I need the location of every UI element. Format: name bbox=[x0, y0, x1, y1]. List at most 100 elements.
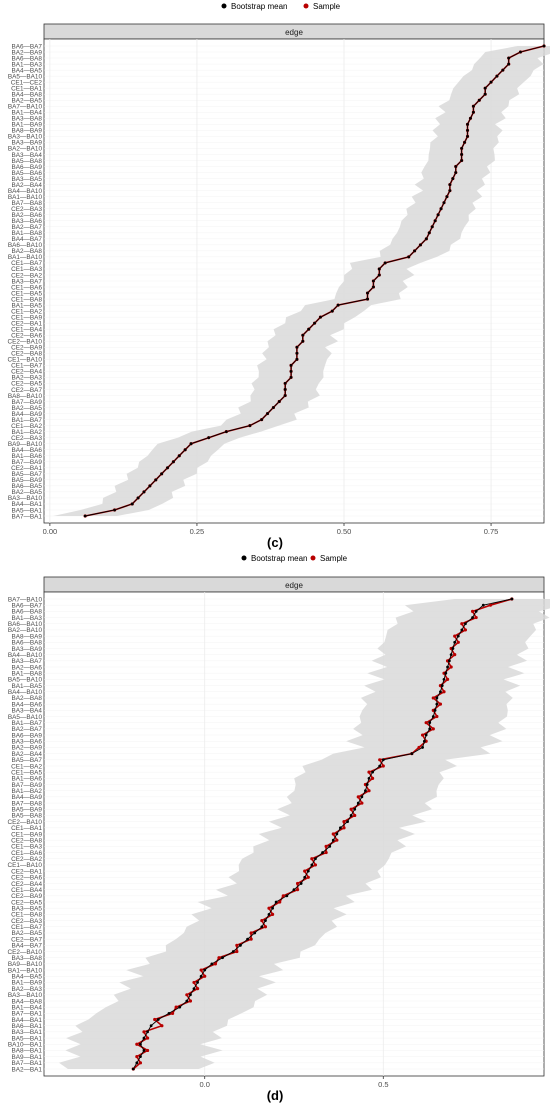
bootstrap-mean-point bbox=[507, 56, 511, 60]
legend-bootstrap-marker bbox=[241, 555, 247, 561]
y-tick-label: CE1—BA7 bbox=[11, 260, 42, 267]
bootstrap-mean-point bbox=[210, 962, 214, 966]
bootstrap-mean-point bbox=[299, 882, 303, 885]
bootstrap-mean-point bbox=[283, 382, 287, 385]
bootstrap-mean-point bbox=[314, 857, 317, 861]
bootstrap-mean-point bbox=[474, 609, 478, 613]
bootstrap-ribbon bbox=[53, 46, 550, 516]
y-tick-label: BA7—BA10 bbox=[8, 596, 43, 603]
bootstrap-mean-point bbox=[472, 104, 475, 108]
y-tick-label: CE1—CE2 bbox=[11, 79, 43, 86]
legend: Bootstrap mean Sample bbox=[221, 2, 341, 11]
bootstrap-mean-point bbox=[274, 900, 278, 904]
bootstrap-mean-point bbox=[292, 888, 296, 892]
bootstrap-mean-point bbox=[166, 466, 169, 470]
bootstrap-mean-point bbox=[460, 159, 464, 162]
bootstrap-mean-point bbox=[377, 273, 381, 277]
bootstrap-mean-point bbox=[377, 267, 381, 271]
y-tick-label: BA6—BA10 bbox=[8, 242, 43, 249]
y-tick-label: BA8—BA1 bbox=[11, 1048, 42, 1055]
bootstrap-mean-point bbox=[372, 279, 375, 283]
bootstrap-mean-point bbox=[407, 255, 411, 259]
bootstrap-mean-point bbox=[154, 478, 158, 482]
bootstrap-mean-point bbox=[460, 153, 464, 156]
bootstrap-mean-point bbox=[260, 418, 264, 421]
bootstrap-mean-point bbox=[160, 472, 164, 476]
bootstrap-mean-point bbox=[189, 993, 192, 997]
y-tick-label: CE2—BA4 bbox=[11, 881, 42, 888]
bootstrap-mean-point bbox=[139, 1055, 142, 1059]
x-tick-label: 0.50 bbox=[337, 527, 352, 536]
sample-point bbox=[417, 745, 421, 750]
x-tick-label: 0.25 bbox=[190, 527, 205, 536]
y-tick-label: CE1—BA4 bbox=[11, 887, 42, 894]
sample-point bbox=[445, 677, 450, 681]
bootstrap-mean-point bbox=[410, 752, 414, 756]
sample-point bbox=[203, 974, 207, 978]
y-tick-label: BA7—BA8 bbox=[11, 200, 42, 207]
y-tick-label: BA1—BA10 bbox=[8, 967, 43, 974]
y-tick-label: BA3—BA10 bbox=[8, 134, 43, 141]
bootstrap-mean-point bbox=[448, 189, 452, 193]
y-tick-label: CE2—BA5 bbox=[11, 381, 42, 388]
bootstrap-mean-point bbox=[440, 684, 444, 687]
sample-point bbox=[142, 1030, 146, 1034]
bootstrap-mean-point bbox=[442, 201, 446, 205]
bootstrap-mean-point bbox=[501, 68, 505, 72]
y-tick-label: BA6—BA8 bbox=[11, 55, 42, 62]
sample-point bbox=[270, 912, 275, 916]
bootstrap-mean-point bbox=[453, 640, 457, 644]
bootstrap-mean-point bbox=[489, 80, 493, 84]
y-tick-label: BA1—BA6 bbox=[11, 453, 42, 460]
y-tick-label: BA8—BA9 bbox=[11, 128, 42, 135]
y-tick-label: CE2—BA8 bbox=[11, 351, 42, 358]
sample-point bbox=[263, 925, 268, 929]
y-tick-label: BA4—BA5 bbox=[11, 974, 42, 981]
bootstrap-mean-point bbox=[271, 906, 274, 910]
sample-point bbox=[442, 690, 446, 694]
y-tick-label: BA7—BA1 bbox=[11, 1060, 42, 1067]
y-tick-label: CE1—BA9 bbox=[11, 831, 42, 838]
bootstrap-mean-point bbox=[454, 165, 458, 168]
bootstrap-mean-point bbox=[177, 454, 181, 458]
bootstrap-mean-point bbox=[277, 400, 281, 403]
bootstrap-mean-point bbox=[306, 869, 310, 873]
y-tick-label: BA3—BA1 bbox=[11, 1029, 42, 1036]
bootstrap-mean-point bbox=[331, 838, 335, 842]
bootstrap-mean-point bbox=[444, 671, 448, 675]
bootstrap-mean-point bbox=[303, 875, 307, 879]
y-tick-label: BA2—BA9 bbox=[11, 745, 42, 752]
bootstrap-mean-point bbox=[431, 715, 435, 718]
bootstrap-mean-point bbox=[221, 956, 224, 960]
y-tick-label: BA2—BA7 bbox=[11, 224, 42, 231]
sample-point bbox=[213, 962, 218, 966]
bootstrap-mean-point bbox=[285, 894, 289, 898]
bootstrap-mean-point bbox=[349, 814, 353, 817]
y-tick-label: BA1—BA7 bbox=[11, 417, 42, 424]
bootstrap-mean-point bbox=[519, 50, 522, 54]
y-tick-label: BA6—BA5 bbox=[11, 483, 42, 490]
bootstrap-mean-point bbox=[260, 925, 264, 929]
bootstrap-mean-point bbox=[463, 141, 466, 144]
y-tick-label: BA7—BA9 bbox=[11, 459, 42, 466]
x-tick-label: 0.75 bbox=[484, 527, 499, 536]
panel-d: Bootstrap mean Sample edge BA7—BA10BA6—B… bbox=[8, 554, 550, 1103]
bootstrap-mean-point bbox=[421, 746, 424, 749]
sample-point bbox=[267, 906, 271, 910]
y-tick-label: CE2—BA1 bbox=[11, 465, 42, 472]
bootstrap-mean-point bbox=[448, 183, 452, 186]
bootstrap-mean-point bbox=[371, 770, 374, 774]
y-tick-label: CE1—BA5 bbox=[11, 769, 42, 776]
bootstrap-mean-point bbox=[422, 739, 426, 743]
bootstrap-mean-point bbox=[283, 394, 287, 397]
bootstrap-mean-point bbox=[466, 134, 469, 138]
y-tick-label: BA2—BA1 bbox=[11, 1066, 42, 1073]
bootstrap-mean-point bbox=[428, 727, 432, 731]
sample-point bbox=[420, 733, 425, 737]
y-tick-label: CE2—BA4 bbox=[11, 369, 42, 376]
y-tick-label: CE2—BA9 bbox=[11, 893, 42, 900]
y-tick-label: CE2—BA2 bbox=[11, 856, 42, 863]
y-tick-label: CE2—BA8 bbox=[11, 837, 42, 844]
sample-point bbox=[431, 727, 435, 731]
y-tick-label: BA4—BA9 bbox=[11, 794, 42, 801]
